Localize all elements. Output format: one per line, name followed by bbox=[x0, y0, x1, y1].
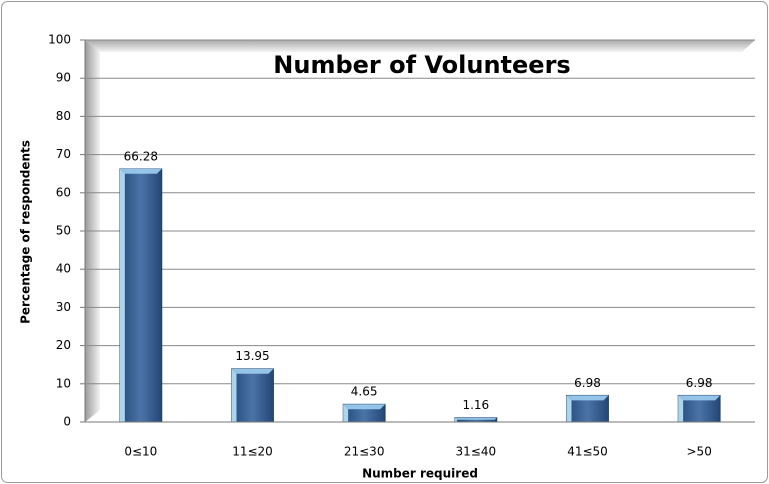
bar bbox=[231, 368, 274, 423]
x-tick-label: >50 bbox=[687, 445, 712, 459]
data-label: 4.65 bbox=[351, 385, 378, 399]
chart-title: Number of Volunteers bbox=[273, 51, 570, 79]
y-tick-label: 30 bbox=[56, 300, 71, 314]
bar-bevel bbox=[566, 395, 572, 422]
y-tick-label: 80 bbox=[56, 109, 71, 123]
back-wall-top bbox=[85, 40, 755, 52]
bar-bevel bbox=[343, 404, 349, 422]
y-tick-label: 100 bbox=[48, 33, 71, 47]
bar-bevel bbox=[119, 168, 162, 174]
bar-bevel bbox=[454, 417, 497, 420]
x-tick-label: 41≤50 bbox=[567, 445, 608, 459]
data-label: 6.98 bbox=[574, 376, 601, 390]
data-label: 13.95 bbox=[235, 349, 269, 363]
y-tick-label: 40 bbox=[56, 262, 71, 276]
y-tick-label: 90 bbox=[56, 71, 71, 85]
x-tick-label: 31≤40 bbox=[456, 445, 497, 459]
data-label: 66.28 bbox=[124, 149, 158, 163]
x-tick-label: 0≤10 bbox=[124, 445, 157, 459]
bar-bevel bbox=[343, 404, 386, 410]
bar-bevel bbox=[231, 368, 237, 422]
bar-bevel bbox=[231, 368, 274, 374]
x-tick-label: 11≤20 bbox=[232, 445, 273, 459]
x-tick-label: 21≤30 bbox=[344, 445, 385, 459]
y-tick-label: 0 bbox=[63, 415, 71, 429]
y-tick-label: 60 bbox=[56, 185, 71, 199]
bar-bevel bbox=[454, 417, 458, 422]
bar-bevel bbox=[678, 395, 721, 401]
bar bbox=[119, 168, 163, 423]
x-axis-label: Number required bbox=[362, 467, 478, 481]
y-axis-label: Percentage of respondents bbox=[19, 140, 33, 324]
y-tick-label: 10 bbox=[56, 376, 71, 390]
bar-bevel bbox=[678, 395, 684, 422]
bar-bevel bbox=[566, 395, 609, 401]
y-tick-label: 20 bbox=[56, 338, 71, 352]
data-label: 1.16 bbox=[462, 398, 489, 412]
bar-bevel bbox=[119, 168, 125, 422]
y-tick-label: 70 bbox=[56, 147, 71, 161]
y-tick-label: 50 bbox=[56, 224, 71, 238]
data-label: 6.98 bbox=[686, 376, 713, 390]
